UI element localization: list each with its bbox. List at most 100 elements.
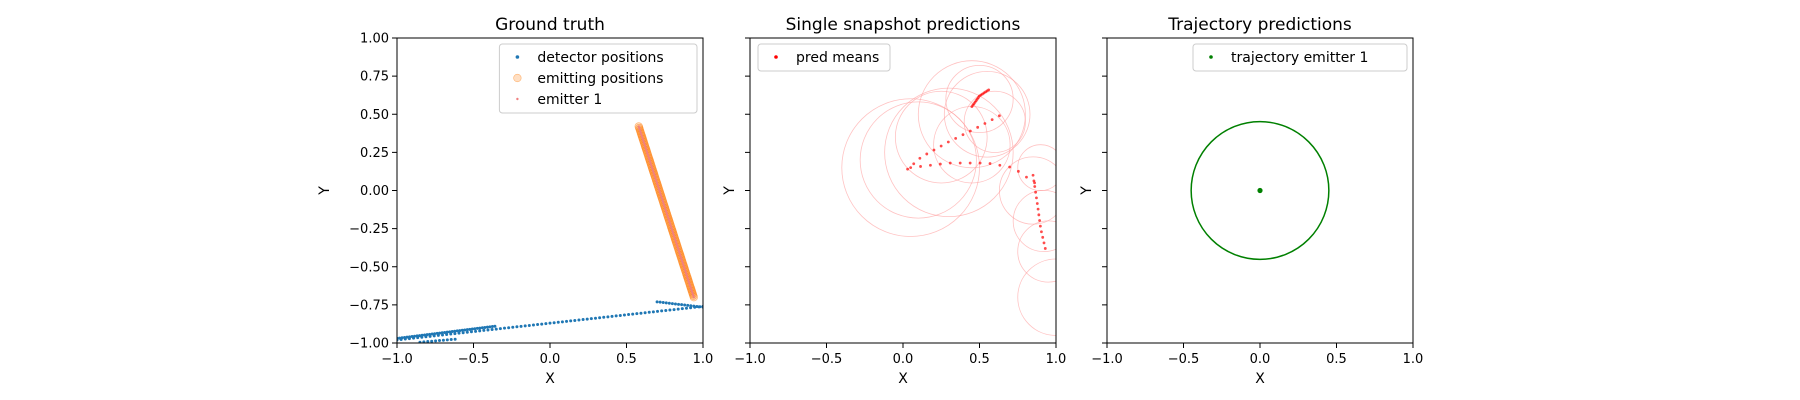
series-detector-positions-point: [643, 311, 647, 315]
series-pred-means-point: [988, 162, 992, 165]
x-tick-label: −0.5: [811, 352, 843, 367]
uncertainty-circle: [999, 156, 1056, 225]
series-detector-positions-point: [598, 316, 602, 320]
plot-frame: [396, 37, 704, 344]
plot-frame: [749, 37, 1057, 344]
series-detector-positions-point: [519, 324, 523, 328]
series-pred-means-point: [1041, 235, 1045, 239]
series-detector-positions-point: [627, 313, 631, 317]
series-detector-positions-point: [536, 323, 540, 327]
series-detector-positions-point: [422, 340, 426, 343]
series-detector-positions-point: [470, 327, 474, 331]
legend: detector positions emitting positions emit…: [498, 43, 698, 114]
series-trajectory-emitter-1-point: [1257, 187, 1263, 194]
series-detector-positions-point: [490, 328, 494, 332]
series-pred-means-point: [1037, 213, 1041, 217]
series-detector-positions-point: [453, 332, 457, 336]
series-detector-positions-point: [655, 300, 659, 304]
series-detector-positions-point: [677, 302, 681, 306]
series-detector-positions-point: [450, 330, 454, 334]
series-detector-positions-point: [593, 316, 597, 320]
series-detector-positions-point: [686, 303, 690, 307]
x-tick-label: 1.0: [1046, 352, 1067, 367]
series-detector-positions-point: [527, 323, 531, 327]
series-detector-positions-point: [463, 328, 467, 332]
legend-label: emitter 1: [537, 92, 602, 108]
y-tick-label: 0.00: [360, 184, 389, 199]
uncertainty-circle: [945, 64, 1014, 134]
series-detector-positions-point: [635, 312, 639, 316]
series-detector-positions-point: [438, 331, 442, 335]
series-detector-positions-point: [474, 329, 478, 333]
series-pred-means-point: [1025, 175, 1028, 179]
series-detector-positions-point: [483, 325, 487, 329]
series-pred-means-point: [987, 88, 991, 92]
series-detector-positions-point: [416, 336, 420, 340]
series-detector-positions-point: [647, 310, 651, 314]
x-tick-label: −0.5: [458, 352, 490, 367]
uncertainty-circle: [1017, 258, 1056, 336]
series-detector-positions-point: [478, 329, 482, 333]
legend-label: pred means: [796, 50, 879, 66]
series-detector-positions-point: [485, 325, 489, 329]
series-detector-positions-point: [523, 324, 527, 328]
series-detector-positions-point: [482, 328, 486, 332]
series-pred-means-point: [968, 129, 972, 133]
series-detector-positions-point: [432, 334, 436, 338]
series-detector-positions-point: [585, 317, 589, 321]
x-tick-label: 0.0: [540, 352, 561, 367]
x-axis-label: X: [898, 371, 908, 387]
series-detector-positions-point: [692, 304, 696, 308]
series-pred-means-point: [1034, 190, 1038, 194]
series-pred-means-point: [983, 122, 987, 125]
series-pred-means-point: [958, 161, 962, 165]
series-detector-positions-point: [405, 335, 409, 339]
legend-box: [1192, 43, 1408, 72]
series-detector-positions-point: [498, 327, 502, 331]
series-detector-positions-point: [589, 317, 593, 321]
series-detector-positions-point: [664, 308, 668, 312]
series-detector-positions-point: [606, 315, 610, 319]
y-axis-label: Y: [1079, 186, 1095, 196]
series-pred-means-point: [954, 136, 958, 140]
plot-area: [841, 60, 1056, 336]
series-detector-positions-point: [689, 304, 693, 308]
x-tick-label: 1.0: [693, 352, 714, 367]
series-detector-positions-point: [436, 333, 440, 337]
series-detector-positions-point: [473, 327, 477, 331]
y-tick-label: 0.75: [360, 70, 389, 85]
series-detector-positions-point: [680, 307, 684, 311]
uncertainty-circle: [884, 87, 1014, 218]
series-detector-positions-point: [469, 330, 473, 334]
legend-box: [498, 43, 698, 114]
series-detector-positions-point: [443, 330, 447, 334]
series-detector-positions-point: [610, 314, 614, 318]
series-detector-positions-point: [676, 307, 680, 311]
series-detector-positions-point: [453, 329, 457, 333]
legend-marker: [513, 73, 522, 83]
x-axis-label: X: [1255, 371, 1265, 387]
panel-3: Trajectory predictions −1.0 −0.5 0.0 0.5 1.0 X…: [1079, 15, 1423, 387]
series-detector-positions-point: [515, 325, 519, 329]
series-detector-positions-point: [449, 332, 453, 336]
series-pred-means-point: [1008, 165, 1012, 169]
series-pred-means-point: [961, 133, 965, 137]
series-pred-means-point: [997, 114, 1001, 118]
series-detector-positions-point: [569, 319, 573, 323]
series-pred-means-point: [946, 140, 950, 144]
series-detector-positions-point: [403, 337, 407, 341]
series-detector-positions-point: [428, 334, 432, 338]
series-pred-means-point: [1033, 181, 1036, 185]
x-tick-label: 0.5: [969, 352, 990, 367]
x-tick-label: −0.5: [1168, 352, 1200, 367]
series-detector-positions-point: [434, 339, 438, 343]
series-detector-positions-point: [651, 310, 655, 314]
x-tick-label: 0.0: [893, 352, 914, 367]
series-emitter-1-point: [692, 296, 695, 299]
series-detector-positions-point: [453, 337, 457, 341]
uncertainty-circle: [1017, 144, 1056, 191]
plot-area: [397, 122, 703, 343]
series-pred-means-point: [948, 161, 952, 165]
x-tick-label: 0.5: [1326, 352, 1347, 367]
series-detector-positions-point: [418, 340, 422, 343]
